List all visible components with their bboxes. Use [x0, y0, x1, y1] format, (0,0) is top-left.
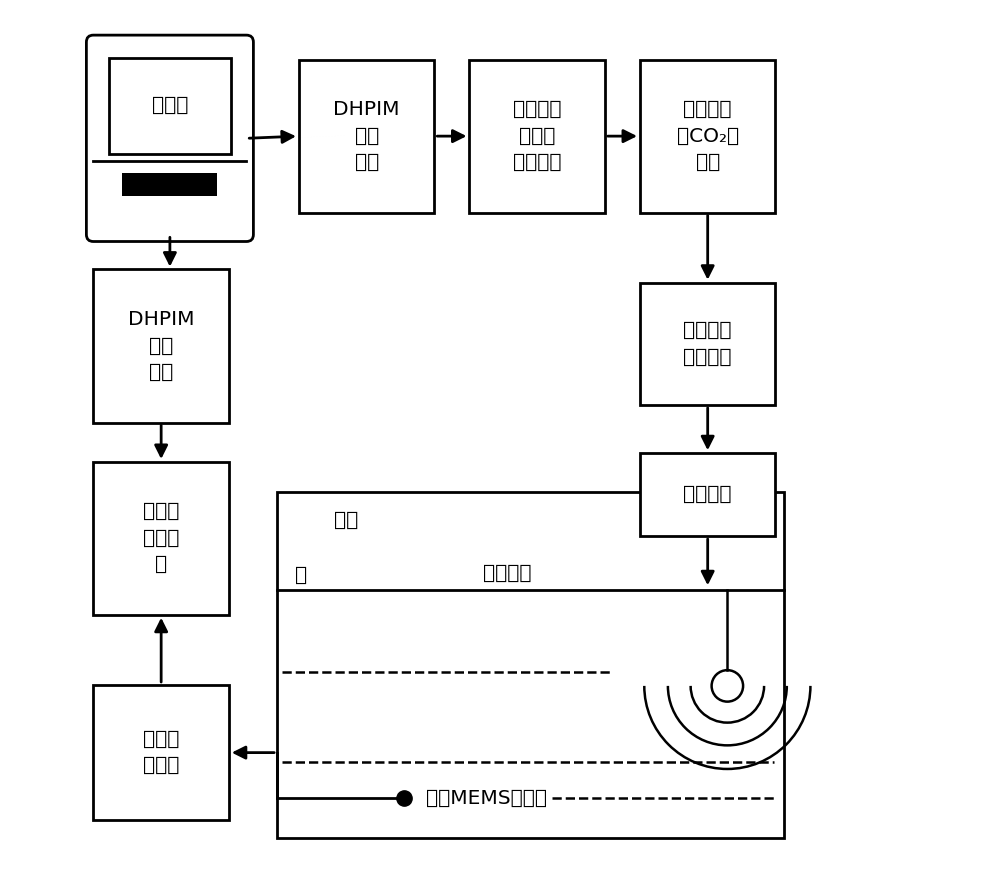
Text: 高能量脉
冲CO₂激
光器: 高能量脉 冲CO₂激 光器 [677, 100, 739, 172]
Text: 光纤MEMS水听器: 光纤MEMS水听器 [426, 788, 547, 808]
Bar [640, 282, 775, 405]
FancyBboxPatch shape [86, 35, 253, 241]
Bar [122, 173, 217, 196]
Bar [299, 60, 434, 213]
Bar [640, 453, 775, 536]
Bar [93, 685, 229, 820]
Text: 声电转
换模块: 声电转 换模块 [143, 730, 179, 775]
Text: 水: 水 [295, 566, 307, 585]
Text: 工控机: 工控机 [152, 96, 188, 115]
Text: 光束整形: 光束整形 [683, 485, 732, 504]
Bar [640, 60, 775, 213]
Text: 预处理
放大滤
波: 预处理 放大滤 波 [143, 502, 179, 575]
Bar [469, 60, 605, 213]
Bar [93, 269, 229, 422]
Text: 扫描镜及
振镜系统: 扫描镜及 振镜系统 [683, 321, 732, 367]
Text: 脉冲激光: 脉冲激光 [483, 563, 531, 583]
Text: 空气: 空气 [334, 511, 358, 530]
Text: 激光激发
及扫描
控制模块: 激光激发 及扫描 控制模块 [513, 100, 561, 172]
Bar [277, 493, 784, 838]
Text: DHPIM
调制
模块: DHPIM 调制 模块 [333, 100, 400, 172]
Bar [109, 57, 231, 154]
Bar [93, 462, 229, 615]
Text: DHPIM
解调
模块: DHPIM 解调 模块 [128, 310, 194, 382]
